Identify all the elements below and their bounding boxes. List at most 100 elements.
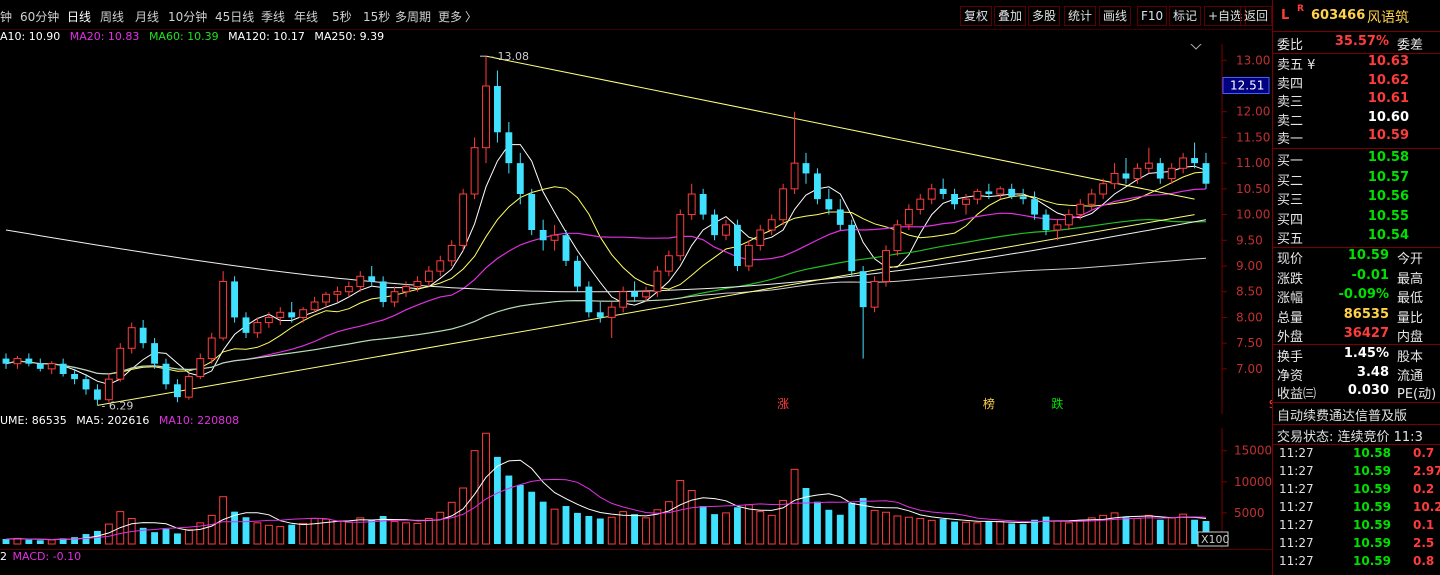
period-item[interactable]: 60分钟 [20,10,60,24]
period-item[interactable]: 多周期 [395,10,432,24]
candle-body [1133,167,1142,180]
candle-body [528,194,536,230]
volume-bar [619,511,628,545]
volume-bar [848,502,856,544]
candle-body [859,271,867,308]
volume-bar [664,501,673,545]
stat2-row: 收益㈢ 0.030 PE(动) [1273,383,1440,402]
price-tick-label: 10.50 [1236,182,1270,196]
volume-unit-box [1197,531,1229,547]
sell-label: 卖三 [1277,95,1304,110]
more-arrow-icon[interactable]: 〉 [465,10,478,24]
period-item[interactable]: 5秒 [332,10,352,24]
r-badge: R [1297,4,1304,14]
quote-panel: L R 603466 风语筑 委比 35.57% 委差 卖五 ¥ 10.63 卖四 10.6… [1272,0,1440,575]
volume-chart[interactable]: 15000 10000 5000 X100 [0,428,1272,548]
candle-body [36,363,44,369]
price-tick-label: 8.00 [1236,310,1263,324]
volume-bar [1133,517,1142,545]
period-item[interactable]: 更多 [438,10,463,24]
candle-body [744,244,753,267]
period-item[interactable]: 周线 [100,10,125,24]
volume-bar [790,468,799,545]
candle-body [127,327,136,349]
volume-ma10-line [5,478,1207,541]
toolbar-button[interactable]: 标记 [1169,6,1202,26]
period-item[interactable]: 月线 [135,10,160,24]
tick-price: 10.59 [1353,464,1391,478]
toolbar-button[interactable]: 返回 [1240,6,1273,26]
toolbar-button[interactable]: 多股 [1028,6,1061,26]
candle-body [1053,224,1062,231]
divider [1273,402,1440,403]
tick-price: 10.59 [1353,554,1391,568]
toolbar-button[interactable]: 叠加 [994,6,1027,26]
price-tick-label: 7.00 [1236,362,1263,376]
sell-row: 卖四 10.62 [1273,73,1440,92]
volume-bar [927,519,936,545]
volume-bar [1087,517,1096,545]
period-item[interactable]: 钟 [0,10,13,24]
toolbar-button[interactable]: 复权 [960,6,993,26]
stat2-label2: 股本 [1397,350,1424,365]
candle-body [516,163,524,194]
candle-body [219,280,228,339]
trade-status: 交易状态: 连续竞价 11:3 [1277,430,1423,445]
candle-body [94,389,101,400]
candle-body [904,208,913,226]
volume-bar [470,450,479,545]
sell-label: 卖一 [1277,132,1304,147]
promo-row[interactable]: 自动续费通达信普及版 [1273,405,1440,424]
period-item[interactable]: 日线 [67,10,92,24]
volume-bar [1122,517,1130,544]
volume-bar [596,518,604,544]
event-marker: 跌 [1051,396,1063,411]
volume-bar [47,539,56,545]
candle-body [333,291,342,295]
price-chart[interactable]: 13.0012.5012.0011.5011.0010.5010.009.509… [0,44,1272,414]
candle-body [767,219,776,231]
tick-price: 10.59 [1353,500,1391,514]
stat-row: 现价 10.59 今开 [1273,248,1440,267]
candle-body [1099,183,1108,195]
stock-code[interactable]: 603466 [1311,8,1366,23]
tick-row: 11:27 10.59 2.5 [1273,536,1440,554]
ma20-legend: MA20: 10.83 [69,30,140,43]
tick-volume: 2.97 [1413,464,1440,478]
volume-bar [756,511,765,545]
toolbar-button[interactable]: 统计 [1064,6,1097,26]
period-item[interactable]: 10分钟 [168,10,208,24]
toolbar-button[interactable]: F10 [1137,6,1168,26]
candle-body [802,163,810,174]
buy-row: 买五 10.54 [1273,228,1440,247]
stock-name[interactable]: 风语筑 [1367,10,1409,26]
volume-bar [162,529,170,544]
candle-body [356,275,365,288]
promo-text: 自动续费通达信普及版 [1277,409,1408,424]
period-item[interactable]: 季线 [261,10,286,24]
stat-row: 外盘 36427 内盘 [1273,326,1440,345]
volume-bar [653,509,662,545]
volume-bar [1191,519,1198,544]
stat2-value: 3.48 [1356,364,1389,380]
toolbar-button[interactable]: +自选 [1204,6,1247,26]
candle-body [687,193,696,216]
candle-body [207,337,216,360]
price-tick-label: 8.50 [1236,285,1263,299]
period-item[interactable]: 15秒 [363,10,391,24]
volume-bar [368,519,376,544]
candle-body [893,224,902,252]
candle-body [344,286,353,293]
candle-body [253,322,262,334]
period-item[interactable]: 年线 [294,10,319,24]
event-marker: 涨 [777,396,789,411]
volume-bar [585,516,593,544]
event-marker: $ [1269,397,1272,411]
buy-price: 10.56 [1367,189,1409,204]
candle-body [1087,193,1096,205]
toolbar-button[interactable]: 画线 [1099,6,1132,26]
period-item[interactable]: 45日线 [215,10,255,24]
candle-body [505,132,513,164]
volume-bar [1053,520,1062,545]
volume-bar [904,516,913,545]
